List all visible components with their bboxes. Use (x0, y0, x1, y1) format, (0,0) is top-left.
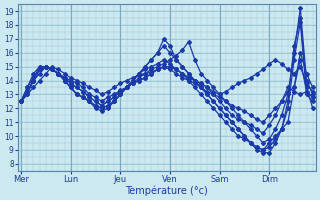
X-axis label: Température (°c): Température (°c) (125, 185, 208, 196)
